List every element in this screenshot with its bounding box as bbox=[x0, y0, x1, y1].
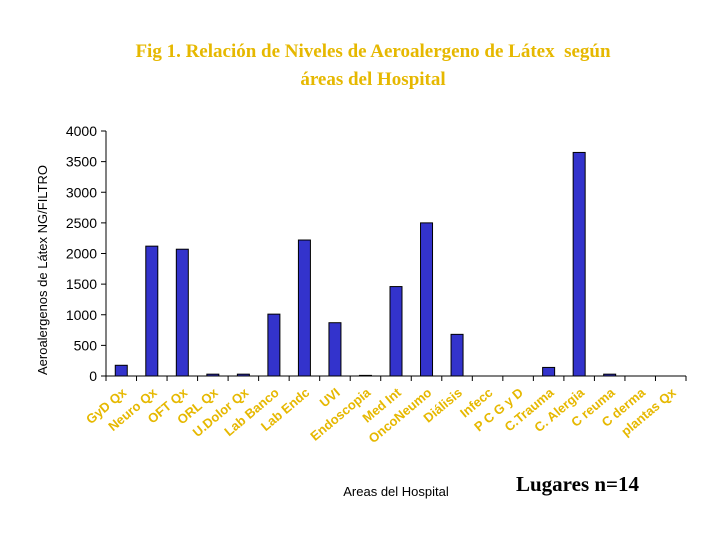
y-tick-label: 3000 bbox=[66, 184, 97, 200]
bar bbox=[572, 151, 586, 377]
bar bbox=[267, 313, 281, 377]
bar bbox=[328, 322, 342, 377]
sample-size-note: Lugares n=14 bbox=[516, 472, 640, 496]
x-axis-title: Areas del Hospital bbox=[343, 484, 449, 499]
y-tick-label: 4000 bbox=[66, 123, 97, 139]
chart-title-line-1: Fig 1. Relación de Niveles de Aeroalerge… bbox=[135, 41, 611, 62]
y-tick-label: 3500 bbox=[66, 154, 97, 170]
bar bbox=[542, 366, 556, 377]
y-tick-label: 1000 bbox=[66, 307, 97, 323]
bar bbox=[145, 245, 159, 377]
bar bbox=[114, 364, 128, 377]
bar bbox=[420, 222, 434, 377]
y-tick-label: 0 bbox=[89, 368, 97, 384]
bar bbox=[175, 248, 189, 377]
bar bbox=[297, 239, 311, 377]
y-axis-title: Aeroalergenos de Látex NG/FILTRO bbox=[35, 165, 50, 375]
chart-title-line-2: áreas del Hospital bbox=[300, 69, 446, 90]
y-tick-label: 2500 bbox=[66, 215, 97, 231]
bar bbox=[603, 373, 617, 377]
chart-title: Fig 1. Relación de Niveles de Aeroalerge… bbox=[0, 38, 720, 94]
y-tick-label: 2000 bbox=[66, 246, 97, 262]
bar bbox=[389, 286, 403, 377]
y-tick-label: 500 bbox=[74, 337, 98, 353]
bar bbox=[206, 373, 220, 377]
bar bbox=[236, 373, 250, 377]
bar bbox=[450, 333, 464, 377]
bar bbox=[358, 374, 372, 377]
y-tick-label: 1500 bbox=[66, 276, 97, 292]
